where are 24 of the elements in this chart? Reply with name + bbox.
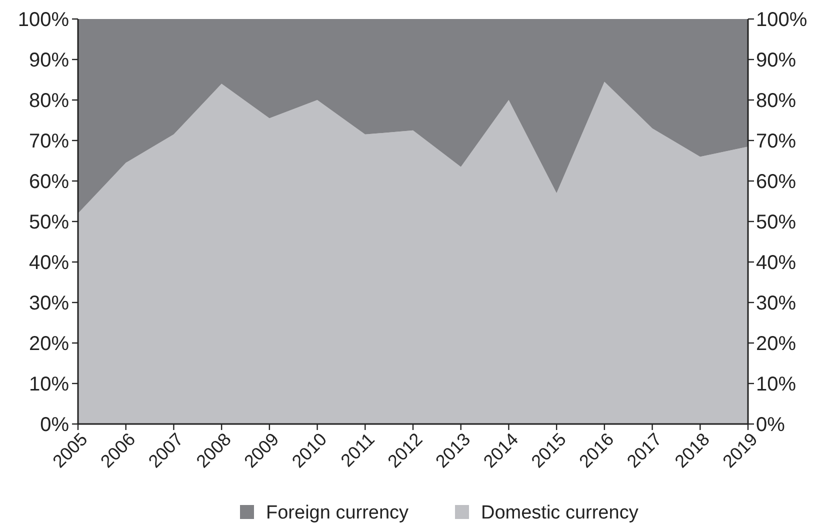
y-tick-label: 70% — [28, 130, 70, 152]
y-tick-label: 90% — [28, 50, 70, 72]
y2-tick-label: 100% — [756, 9, 808, 31]
legend-label: Domestic currency — [481, 502, 639, 524]
y-tick-label: 80% — [28, 90, 70, 112]
y2-tick-label: 60% — [756, 171, 796, 193]
y-tick-label: 60% — [28, 171, 70, 193]
y-tick-label: 40% — [28, 252, 70, 274]
y-tick-label: 50% — [28, 212, 70, 234]
y-tick-label: 30% — [28, 292, 70, 314]
y2-tick-label: 70% — [756, 130, 796, 152]
y-tick-label: 100% — [18, 9, 70, 31]
y2-tick-label: 50% — [756, 212, 796, 234]
y-tick-label: 20% — [28, 333, 70, 355]
y2-tick-label: 40% — [756, 252, 796, 274]
y2-tick-label: 80% — [756, 90, 796, 112]
y2-tick-label: 0% — [756, 414, 786, 436]
y2-tick-label: 10% — [756, 374, 796, 396]
y2-tick-label: 20% — [756, 333, 796, 355]
y-tick-label: 10% — [28, 374, 70, 396]
legend-label: Foreign currency — [266, 502, 410, 524]
y2-tick-label: 90% — [756, 50, 796, 72]
y2-tick-label: 30% — [756, 292, 796, 314]
y-tick-label: 0% — [40, 414, 70, 436]
